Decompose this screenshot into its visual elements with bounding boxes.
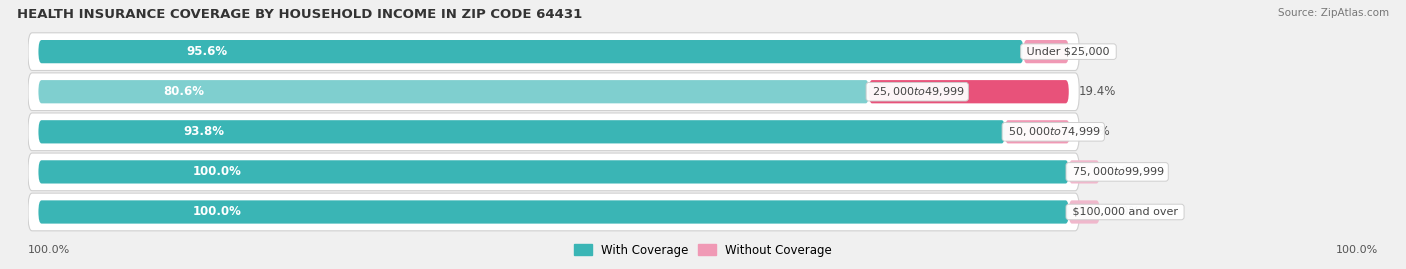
FancyBboxPatch shape bbox=[28, 193, 1080, 231]
Text: $75,000 to $99,999: $75,000 to $99,999 bbox=[1069, 165, 1166, 178]
FancyBboxPatch shape bbox=[1005, 120, 1070, 143]
Legend: With Coverage, Without Coverage: With Coverage, Without Coverage bbox=[569, 239, 837, 261]
FancyBboxPatch shape bbox=[28, 73, 1080, 111]
Text: 6.3%: 6.3% bbox=[1080, 125, 1109, 138]
FancyBboxPatch shape bbox=[38, 120, 1005, 143]
Text: 100.0%: 100.0% bbox=[28, 245, 70, 255]
FancyBboxPatch shape bbox=[28, 33, 1080, 70]
FancyBboxPatch shape bbox=[1069, 160, 1099, 183]
Text: 100.0%: 100.0% bbox=[193, 165, 242, 178]
FancyBboxPatch shape bbox=[28, 153, 1080, 191]
Text: Under $25,000: Under $25,000 bbox=[1024, 47, 1114, 57]
FancyBboxPatch shape bbox=[38, 200, 1069, 224]
Text: Source: ZipAtlas.com: Source: ZipAtlas.com bbox=[1278, 8, 1389, 18]
FancyBboxPatch shape bbox=[1024, 40, 1069, 63]
FancyBboxPatch shape bbox=[28, 113, 1080, 151]
Text: 95.6%: 95.6% bbox=[186, 45, 228, 58]
FancyBboxPatch shape bbox=[38, 80, 869, 103]
FancyBboxPatch shape bbox=[869, 80, 1069, 103]
Text: 100.0%: 100.0% bbox=[1336, 245, 1378, 255]
Text: HEALTH INSURANCE COVERAGE BY HOUSEHOLD INCOME IN ZIP CODE 64431: HEALTH INSURANCE COVERAGE BY HOUSEHOLD I… bbox=[17, 8, 582, 21]
Text: 4.4%: 4.4% bbox=[1078, 45, 1109, 58]
FancyBboxPatch shape bbox=[38, 160, 1069, 183]
FancyBboxPatch shape bbox=[38, 40, 1024, 63]
Text: 93.8%: 93.8% bbox=[183, 125, 225, 138]
Text: $100,000 and over: $100,000 and over bbox=[1069, 207, 1181, 217]
Text: 0.0%: 0.0% bbox=[1109, 165, 1140, 178]
Text: 19.4%: 19.4% bbox=[1078, 85, 1116, 98]
Text: $50,000 to $74,999: $50,000 to $74,999 bbox=[1005, 125, 1102, 138]
FancyBboxPatch shape bbox=[1069, 200, 1099, 224]
Text: $25,000 to $49,999: $25,000 to $49,999 bbox=[869, 85, 966, 98]
Text: 100.0%: 100.0% bbox=[193, 206, 242, 218]
Text: 80.6%: 80.6% bbox=[163, 85, 204, 98]
Text: 0.0%: 0.0% bbox=[1109, 206, 1140, 218]
